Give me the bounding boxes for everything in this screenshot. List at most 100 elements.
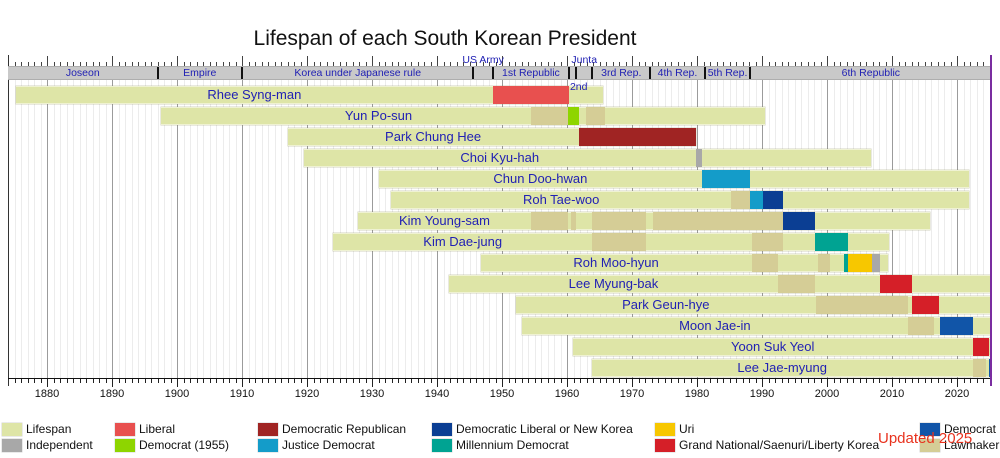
- bottom-tick: [495, 379, 497, 383]
- year-gridline: [235, 80, 237, 378]
- year-gridline: [300, 80, 302, 378]
- legend-swatch-uri: [655, 423, 675, 436]
- bottom-tick: [242, 379, 243, 387]
- year-gridline: [53, 80, 55, 378]
- year-gridline: [944, 80, 945, 378]
- party-segment-lawmaker: [731, 191, 750, 209]
- decade-gridline: [177, 80, 178, 378]
- axis-tick-label: 2000: [814, 388, 840, 400]
- year-gridline: [86, 80, 87, 378]
- legend-swatch-lawmaker: [920, 439, 940, 452]
- bottom-tick: [742, 379, 744, 383]
- bottom-tick: [27, 379, 29, 383]
- top-tick: [229, 62, 230, 66]
- party-segment-justice: [701, 170, 751, 188]
- bottom-tick: [378, 379, 380, 383]
- era-separator: [491, 67, 494, 79]
- year-gridline: [196, 80, 198, 378]
- bottom-tick: [463, 379, 464, 383]
- top-tick: [534, 62, 536, 66]
- top-tick: [541, 62, 542, 66]
- lifespan-bar: [390, 191, 969, 209]
- top-tick: [905, 62, 906, 66]
- top-tick: [885, 62, 887, 66]
- party-segment-democrat1955: [568, 107, 580, 125]
- era-separator: [591, 67, 594, 79]
- year-gridline: [274, 80, 276, 378]
- top-tick: [853, 62, 854, 66]
- bottom-tick: [99, 379, 100, 383]
- top-tick: [476, 62, 477, 66]
- bottom-tick: [547, 379, 549, 383]
- year-gridline: [209, 80, 211, 378]
- bottom-tick: [365, 379, 367, 383]
- legend-label: Democratic Liberal or New Korea: [456, 422, 633, 436]
- party-segment-uri: [848, 254, 872, 272]
- top-tick: [801, 62, 802, 66]
- top-tick: [573, 62, 575, 66]
- president-label: Kim Dae-jung: [423, 234, 503, 249]
- top-tick: [294, 62, 295, 66]
- top-tick: [859, 62, 861, 66]
- party-segment-lawmaker: [592, 212, 647, 230]
- top-tick: [684, 62, 685, 66]
- top-tick: [742, 62, 744, 66]
- bottom-tick: [21, 379, 22, 383]
- bottom-tick: [632, 379, 633, 387]
- party-segment-lawmaker: [530, 212, 569, 230]
- president-label: Choi Kyu-hah: [460, 150, 540, 165]
- axis-tick-label: 1940: [424, 388, 450, 400]
- year-gridline: [287, 80, 289, 378]
- bottom-tick: [203, 379, 204, 383]
- top-tick: [235, 62, 237, 66]
- chart-title: Lifespan of each South Korean President: [253, 27, 637, 50]
- bottom-tick: [281, 379, 282, 383]
- top-tick: [983, 62, 984, 66]
- top-tick: [489, 62, 490, 66]
- top-tick: [99, 62, 100, 66]
- era-segment-label: 6th Republic: [841, 67, 901, 79]
- top-tick: [346, 62, 347, 66]
- bottom-tick: [209, 379, 211, 383]
- top-tick: [287, 62, 289, 66]
- lifespan-bar: [480, 254, 889, 272]
- top-tick: [112, 56, 113, 66]
- axis-tick-label: 1920: [294, 388, 320, 400]
- bottom-tick: [710, 379, 711, 383]
- bottom-tick: [300, 379, 302, 383]
- year-gridline: [131, 80, 133, 378]
- party-segment-lawmaker: [592, 233, 647, 251]
- lifespan-bar: [303, 149, 872, 167]
- axis-tick-label: 1970: [619, 388, 645, 400]
- bottom-tick: [14, 379, 16, 383]
- year-gridline: [963, 80, 965, 378]
- top-tick: [918, 62, 919, 66]
- top-tick: [911, 62, 913, 66]
- top-tick: [788, 62, 789, 66]
- bottom-tick: [807, 379, 809, 383]
- legend: Lifespan Independent Liberal Democrat (1955…: [0, 415, 1000, 458]
- president-label: Lee Myung-bak: [568, 276, 659, 291]
- axis-tick-label: 1950: [489, 388, 515, 400]
- top-tick: [203, 62, 204, 66]
- era-separator: [567, 67, 570, 79]
- era-segment-label: Korea under Japanese rule: [294, 67, 422, 79]
- top-tick: [79, 62, 81, 66]
- top-tick: [586, 62, 588, 66]
- bottom-tick: [307, 379, 308, 387]
- lifespan-bar: [287, 128, 696, 146]
- bottom-tick: [905, 379, 906, 383]
- bottom-tick: [645, 379, 646, 383]
- top-tick: [60, 62, 61, 66]
- decade-gridline: [242, 80, 243, 378]
- era-segment-label: 3rd Rep.: [601, 67, 642, 79]
- bottom-tick: [859, 379, 861, 383]
- top-tick: [495, 62, 497, 66]
- year-gridline: [170, 80, 172, 378]
- bottom-tick: [729, 379, 731, 383]
- president-label: Roh Moo-hyun: [573, 255, 659, 270]
- top-tick: [339, 62, 341, 66]
- bottom-tick: [157, 379, 159, 383]
- era-separator: [241, 67, 243, 79]
